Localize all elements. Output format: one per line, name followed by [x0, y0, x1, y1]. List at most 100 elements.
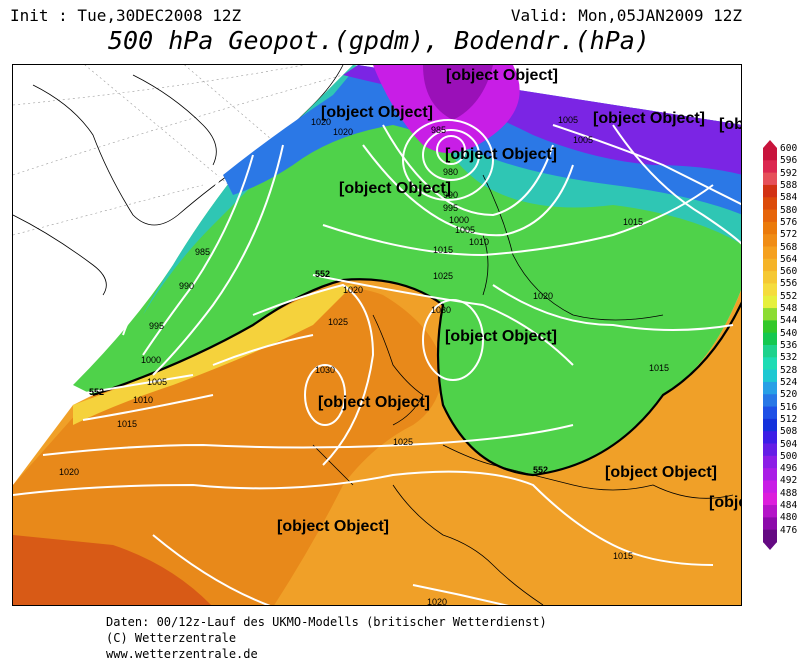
isobar-label: 995: [443, 203, 458, 213]
copyright-text: (C) Wetterzentrale: [106, 631, 237, 645]
isobar-label: 990: [443, 190, 458, 200]
colorbar-tick-label: 560: [780, 266, 798, 278]
colorbar-swatch: [763, 221, 777, 235]
gph-label: 552: [315, 269, 330, 279]
colorbar-swatch: [763, 517, 777, 531]
colorbar-swatch: [763, 443, 777, 457]
colorbar-tick-label: 580: [780, 204, 798, 216]
isobar-label: 985: [195, 247, 210, 257]
low-center-marker: [object Object]: [446, 67, 558, 84]
colorbar-tick-label: 532: [780, 352, 798, 364]
colorbar-swatch: [763, 320, 777, 334]
colorbar-tick-label: 548: [780, 303, 798, 315]
isobar-label: 980: [443, 167, 458, 177]
gph-label: 552: [89, 387, 104, 397]
colorbar-swatch: [763, 234, 777, 247]
colorbar-tick-label: 492: [780, 475, 798, 487]
colorbar-tick-label: 572: [780, 229, 798, 241]
low-center-marker: [object Object]: [605, 464, 717, 481]
isobar-label: 1020: [333, 127, 353, 137]
colorbar-swatch: [763, 160, 777, 174]
colorbar-swatch: [763, 468, 777, 481]
colorbar-swatch: [763, 148, 777, 161]
colorbar-swatch: [763, 246, 777, 260]
isobar-label: 1015: [649, 363, 669, 373]
isobar-label: 1015: [623, 217, 643, 227]
colorbar-swatch: [763, 345, 777, 358]
isobar-label: 1020: [311, 117, 331, 127]
colorbar-tick-label: 596: [780, 155, 798, 167]
isobar-label: 1015: [433, 245, 453, 255]
colorbar-tick-label: 564: [780, 253, 798, 265]
colorbar-swatch: [763, 295, 777, 309]
colorbar-tick-label: 504: [780, 438, 798, 450]
colorbar-tick-label: 592: [780, 167, 798, 179]
website-text: www.wetterzentrale.de: [106, 647, 258, 661]
isobar-label: 1005: [573, 135, 593, 145]
colorbar-swatch: [763, 209, 777, 223]
colorbar-tick-label: 536: [780, 340, 798, 351]
colorbar-tick-label: 528: [780, 364, 798, 376]
colorbar-tick-label: 500: [780, 450, 798, 462]
colorbar-tick-label: 480: [780, 512, 798, 524]
colorbar-cap-top: [763, 140, 777, 148]
low-center-marker: [object Object]: [593, 110, 705, 127]
colorbar-swatch: [763, 197, 777, 211]
isobar-label: 1015: [117, 419, 137, 429]
colorbar-tick-label: 484: [780, 500, 798, 512]
colorbar-swatch: [763, 406, 777, 420]
footer: Daten: 00/12z-Lauf des UKMO-Modells (bri…: [106, 614, 547, 662]
isobar-label: 1010: [469, 237, 489, 247]
gph-label: 552: [533, 465, 548, 475]
colorbar-swatch: [763, 258, 777, 272]
coastlines-europe: [312, 174, 734, 605]
colorbar-tick-label: 496: [780, 463, 798, 475]
high-center-marker: [object Object]: [318, 394, 430, 411]
isobar-label: 1025: [328, 317, 348, 327]
colorbar-swatch: [763, 381, 777, 395]
isobar-label: 1000: [449, 215, 469, 225]
isobar-label: 1005: [558, 115, 578, 125]
colorbar-tick-label: 552: [780, 290, 798, 302]
colorbar-swatch: [763, 455, 777, 469]
isobar-label: 1010: [133, 395, 153, 405]
init-time-label: Init : Tue,30DEC2008 12Z: [10, 6, 242, 25]
isobar-labels: 985 980 990 995 1000 1005 1010 1015 1020…: [59, 115, 669, 606]
colorbar-swatch: [763, 394, 777, 408]
colorbar-swatch: [763, 418, 777, 432]
colorbar-tick-label: 516: [780, 401, 798, 413]
isobar-label: 995: [149, 321, 164, 331]
isobars: [13, 119, 741, 605]
map-title: 500 hPa Geopot.(gpdm), Bodendr.(hPa): [108, 26, 650, 55]
weather-map: 985 980 990 995 1000 1005 1010 1015 1020…: [12, 64, 742, 606]
isobar-label: 1020: [59, 467, 79, 477]
colorbar-tick-label: 556: [780, 278, 798, 290]
isobar-label: 1005: [147, 377, 167, 387]
isobar-label: 985: [431, 125, 446, 135]
geopotential-fill: [13, 65, 741, 605]
colorbar-swatch: [763, 332, 777, 346]
colorbar-tick-label: 512: [780, 413, 798, 425]
colorbar-swatch: [763, 184, 777, 198]
coastlines-north: [13, 65, 344, 296]
colorbar-tick-label: 568: [780, 241, 798, 253]
colorbar-tick-label: 508: [780, 426, 798, 438]
colorbar-swatch: [763, 271, 777, 284]
isobar-label: 1025: [433, 271, 453, 281]
colorbar-swatch: [763, 283, 777, 297]
colorbar-swatch: [763, 172, 777, 186]
colorbar-swatch: [763, 480, 777, 494]
isobar-label: 990: [179, 281, 194, 291]
isobar-label: 1015: [613, 551, 633, 561]
colorbar-tick-label: 576: [780, 216, 798, 228]
colorbar-tick-label: 588: [780, 179, 798, 191]
colorbar-cap-bottom: [763, 542, 777, 550]
low-center-marker: [object Object]: [445, 146, 557, 163]
colorbar-tick-label: 544: [780, 315, 798, 327]
colorbar-swatch: [763, 492, 777, 506]
high-center-marker: [object Object]: [445, 328, 557, 345]
colorbar-swatch: [763, 357, 777, 371]
colorbar-tick-label: 488: [780, 487, 798, 499]
isobar-label: 1020: [427, 597, 447, 606]
colorbar-tick-label: 476: [780, 524, 798, 536]
